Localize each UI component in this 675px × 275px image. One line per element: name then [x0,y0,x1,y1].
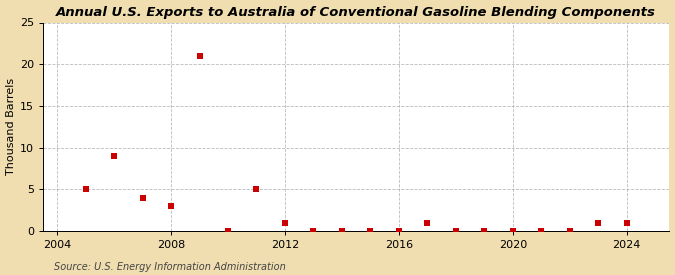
Point [621,221,632,225]
Point [223,229,234,233]
Point [365,229,376,233]
Point [337,229,348,233]
Point [450,229,461,233]
Point [109,154,119,158]
Y-axis label: Thousand Barrels: Thousand Barrels [5,78,16,175]
Point [308,229,319,233]
Point [564,229,575,233]
Point [165,204,176,208]
Point [479,229,490,233]
Point [508,229,518,233]
Point [279,221,290,225]
Point [536,229,547,233]
Point [251,187,262,192]
Title: Annual U.S. Exports to Australia of Conventional Gasoline Blending Components: Annual U.S. Exports to Australia of Conv… [56,6,656,18]
Point [137,196,148,200]
Point [194,54,205,58]
Point [593,221,603,225]
Point [422,221,433,225]
Point [394,229,404,233]
Text: Source: U.S. Energy Information Administration: Source: U.S. Energy Information Administ… [54,262,286,272]
Point [80,187,91,192]
